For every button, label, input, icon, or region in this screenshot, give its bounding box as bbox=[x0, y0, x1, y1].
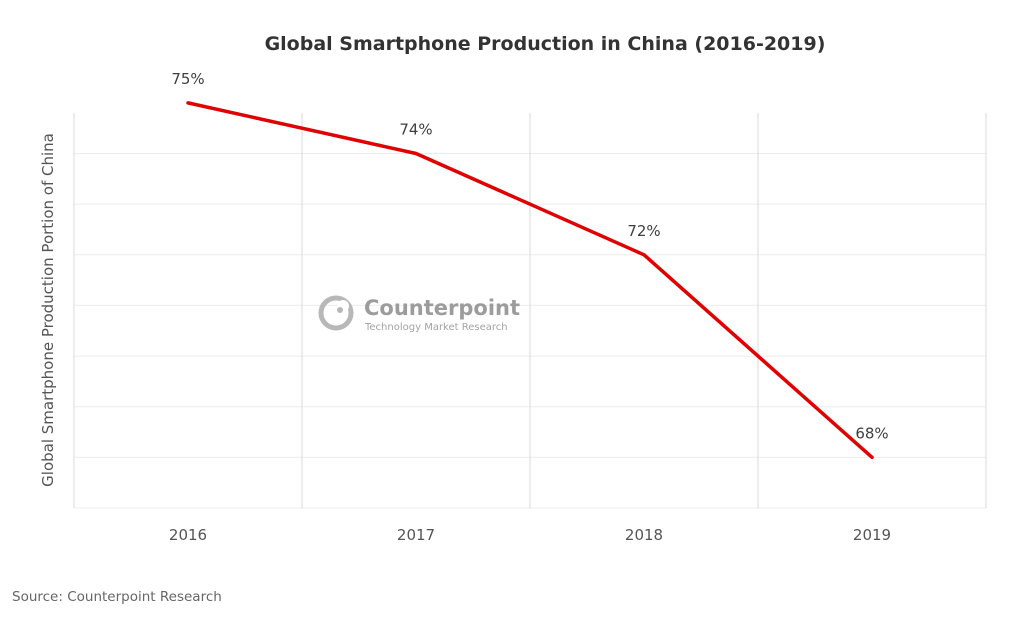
x-tick-label: 2016 bbox=[169, 526, 207, 544]
counterpoint-watermark: Counterpoint Technology Market Research bbox=[318, 295, 520, 333]
y-axis-title: Global Smartphone Production Portion of … bbox=[39, 133, 57, 487]
x-tick-label: 2018 bbox=[625, 526, 663, 544]
source-note: Source: Counterpoint Research bbox=[12, 589, 222, 605]
vertical-gridlines bbox=[301, 113, 987, 508]
counterpoint-logo-icon bbox=[318, 295, 354, 331]
series-group bbox=[186, 101, 874, 460]
x-axis-tick-labels: 2016 2017 2018 2019 bbox=[169, 526, 891, 544]
data-labels: 75% 74% 72% 68% bbox=[171, 70, 888, 442]
series-line bbox=[186, 101, 874, 460]
data-label: 74% bbox=[399, 121, 432, 139]
watermark-name: Counterpoint bbox=[364, 296, 520, 320]
watermark-tagline: Technology Market Research bbox=[364, 322, 508, 333]
chart-title: Global Smartphone Production in China (2… bbox=[265, 33, 826, 55]
x-tick-label: 2017 bbox=[397, 526, 435, 544]
data-label: 72% bbox=[627, 222, 660, 240]
data-label: 75% bbox=[171, 70, 204, 88]
data-label: 68% bbox=[855, 424, 888, 442]
x-tick-label: 2019 bbox=[853, 526, 891, 544]
